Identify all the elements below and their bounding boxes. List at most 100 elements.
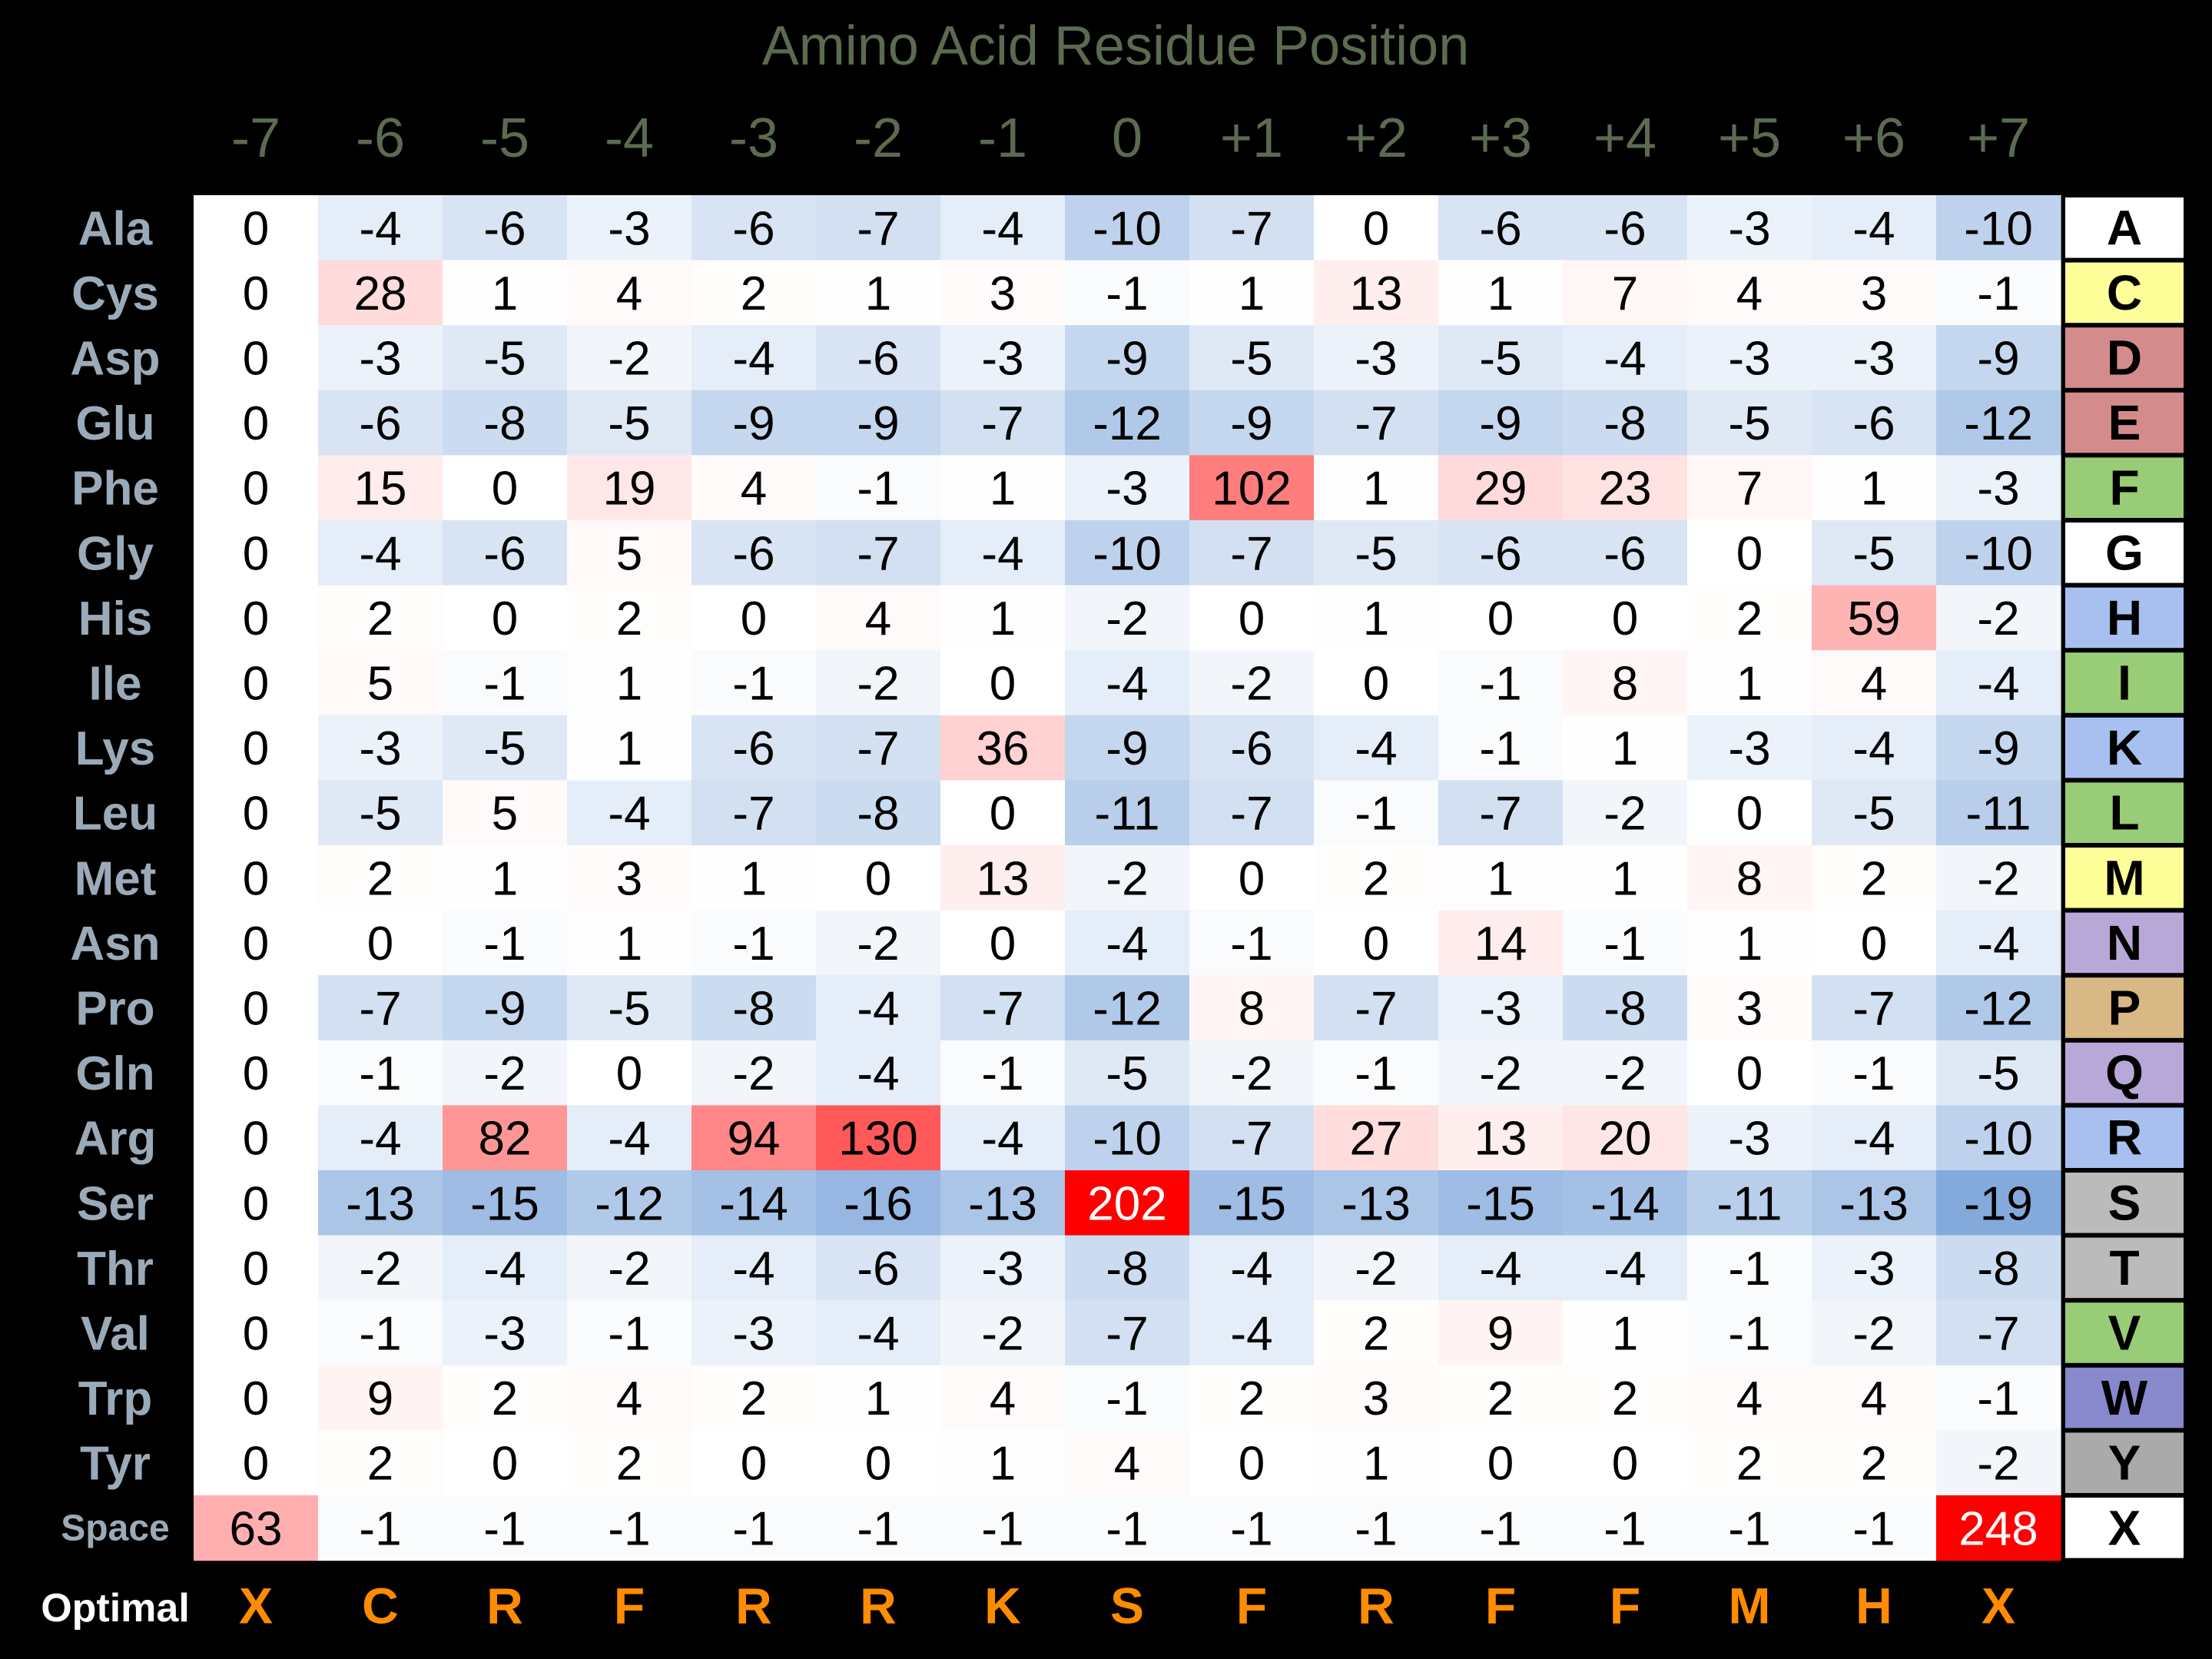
cell-X-3 xyxy=(567,1495,692,1561)
cell-value-Y-0: 0 xyxy=(243,1438,269,1491)
cell-value-Y-14: -2 xyxy=(1977,1438,2019,1491)
cell-H-6 xyxy=(940,585,1066,651)
cell-value-K-14: -9 xyxy=(1977,722,2019,775)
code-letter-I: I xyxy=(2117,655,2131,711)
cell-value-F-6: 1 xyxy=(990,463,1016,516)
row-label-H: His xyxy=(78,592,152,645)
cell-value-D-6: -3 xyxy=(981,333,1023,386)
cell-value-A-13: -4 xyxy=(1852,202,1895,255)
cell-V-2 xyxy=(443,1300,568,1366)
cell-X-8 xyxy=(1189,1495,1315,1561)
cell-value-N-4: -1 xyxy=(732,917,774,971)
cell-W-3 xyxy=(567,1365,692,1431)
optimal-row: Optimal X C R F R R K S F R F F M H X xyxy=(41,1578,2015,1634)
cell-value-I-6: 0 xyxy=(990,658,1016,711)
cell-G-1 xyxy=(318,520,443,586)
cell-value-G-7: -10 xyxy=(1093,527,1162,580)
code-box-S xyxy=(2065,1173,2184,1233)
cell-value-R-9: 27 xyxy=(1350,1113,1403,1166)
cell-value-E-1: -6 xyxy=(359,397,401,450)
cell-R-10 xyxy=(1438,1105,1564,1171)
cell-value-W-8: 2 xyxy=(1239,1372,1265,1425)
cell-I-8 xyxy=(1189,650,1315,716)
cell-H-0 xyxy=(194,585,319,651)
cell-value-M-5: 0 xyxy=(865,852,891,905)
optimal-letter-13: H xyxy=(1855,1578,1892,1634)
cell-value-X-8: -1 xyxy=(1230,1502,1272,1555)
cell-value-H-4: 0 xyxy=(741,592,767,645)
cell-V-6 xyxy=(940,1300,1066,1366)
cell-E-3 xyxy=(567,390,692,456)
cell-R-1 xyxy=(318,1105,443,1171)
cell-value-A-9: 0 xyxy=(1363,202,1389,255)
cell-value-I-8: -2 xyxy=(1230,658,1272,711)
cell-P-9 xyxy=(1314,975,1439,1041)
cell-E-5 xyxy=(816,390,941,456)
row-label-I: Ile xyxy=(89,658,142,711)
cell-I-5 xyxy=(816,650,941,716)
cell-V-14 xyxy=(1936,1300,2061,1366)
cell-C-3 xyxy=(567,260,692,326)
cell-value-K-9: -4 xyxy=(1355,722,1397,775)
cell-T-6 xyxy=(940,1235,1066,1301)
cell-value-C-3: 4 xyxy=(616,267,642,320)
cell-value-R-10: 13 xyxy=(1474,1113,1527,1166)
cell-value-T-9: -2 xyxy=(1355,1243,1397,1296)
cell-V-8 xyxy=(1189,1300,1315,1366)
cell-value-I-7: -4 xyxy=(1106,658,1148,711)
cell-value-A-3: -3 xyxy=(608,202,650,255)
cell-value-L-1: -5 xyxy=(359,788,401,841)
cell-N-5 xyxy=(816,910,941,976)
cell-value-Q-3: 0 xyxy=(616,1047,642,1100)
cell-value-L-9: -1 xyxy=(1355,788,1397,841)
cell-value-G-5: -7 xyxy=(857,527,899,580)
cell-value-N-2: -1 xyxy=(483,917,526,971)
cell-M-7 xyxy=(1065,845,1190,911)
cell-value-V-2: -3 xyxy=(483,1308,526,1361)
cell-value-S-6: -13 xyxy=(968,1177,1037,1230)
cell-H-8 xyxy=(1189,585,1315,651)
cell-P-7 xyxy=(1065,975,1190,1041)
cell-A-6 xyxy=(940,195,1066,261)
cell-P-0 xyxy=(194,975,319,1041)
cell-value-H-13: 59 xyxy=(1848,592,1901,645)
cell-value-D-10: -5 xyxy=(1479,333,1521,386)
cell-S-6 xyxy=(940,1170,1066,1236)
code-box-N xyxy=(2065,912,2184,974)
cell-W-1 xyxy=(318,1365,443,1431)
row-label-M: Met xyxy=(75,852,157,905)
cell-value-V-12: -1 xyxy=(1728,1308,1770,1361)
cell-value-M-4: 1 xyxy=(741,852,767,905)
cell-value-W-0: 0 xyxy=(243,1372,269,1425)
cell-value-K-7: -9 xyxy=(1106,722,1148,775)
cell-W-5 xyxy=(816,1365,941,1431)
cell-value-W-10: 2 xyxy=(1487,1372,1514,1425)
cell-value-T-10: -4 xyxy=(1479,1243,1521,1296)
cell-value-H-9: 1 xyxy=(1363,592,1389,645)
cell-value-T-3: -2 xyxy=(608,1243,650,1296)
cell-value-L-11: -2 xyxy=(1603,788,1646,841)
cell-value-T-4: -4 xyxy=(732,1243,774,1296)
row-label-Q: Gln xyxy=(75,1047,154,1100)
cell-M-13 xyxy=(1812,845,1937,911)
cell-value-C-4: 2 xyxy=(741,267,767,320)
code-letter-F: F xyxy=(2109,460,2139,516)
code-letter-H: H xyxy=(2107,590,2142,645)
cell-E-1 xyxy=(318,390,443,456)
cell-value-S-3: -12 xyxy=(595,1177,664,1230)
cell-E-7 xyxy=(1065,390,1190,456)
row-label-P: Pro xyxy=(75,983,154,1036)
cell-value-S-12: -11 xyxy=(1716,1177,1782,1230)
cell-A-12 xyxy=(1687,195,1812,261)
cell-S-4 xyxy=(691,1170,817,1236)
cell-N-10 xyxy=(1438,910,1564,976)
code-box-X xyxy=(2065,1498,2184,1558)
cell-value-Y-6: 1 xyxy=(990,1438,1016,1491)
cell-value-G-6: -4 xyxy=(981,527,1023,580)
cell-G-5 xyxy=(816,520,941,586)
cell-I-2 xyxy=(443,650,568,716)
cell-value-P-12: 3 xyxy=(1736,983,1763,1036)
code-box-V xyxy=(2065,1302,2184,1363)
cell-A-0 xyxy=(194,195,319,261)
code-box-G xyxy=(2065,523,2184,583)
